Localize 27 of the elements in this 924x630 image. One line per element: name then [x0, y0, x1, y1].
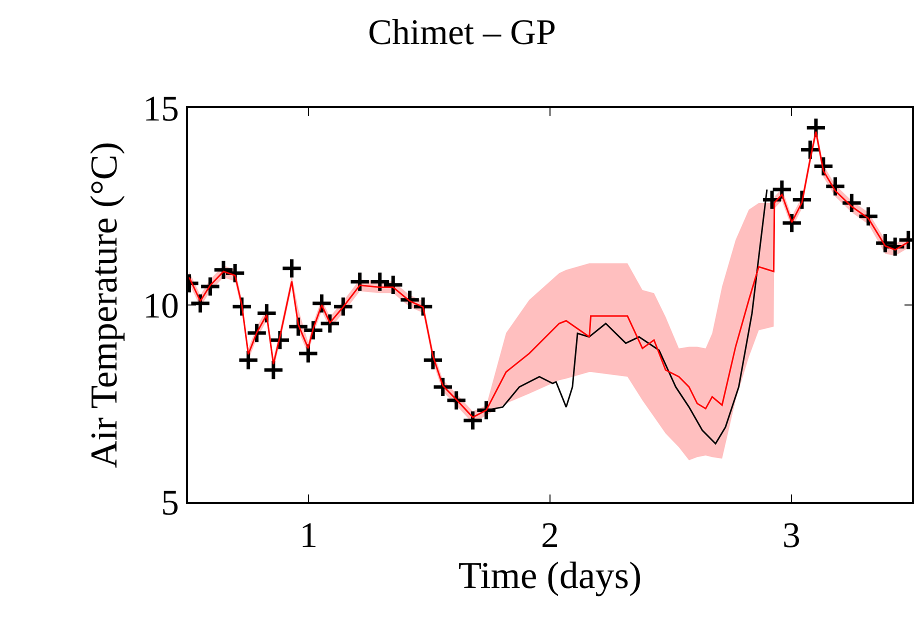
chart-title: Chimet – GP — [368, 12, 556, 52]
point — [348, 270, 371, 293]
point — [369, 270, 391, 293]
x-tick-label: 2 — [541, 514, 559, 555]
y-tick-label: 15 — [143, 88, 180, 129]
point — [771, 178, 793, 200]
y-tick-label: 10 — [143, 286, 180, 326]
point — [382, 274, 404, 296]
x-axis-title: Time (days) — [458, 554, 642, 597]
point — [462, 410, 484, 432]
point — [310, 292, 333, 314]
x-tick-label: 1 — [300, 514, 318, 555]
point — [212, 259, 234, 281]
point — [805, 116, 827, 139]
point — [280, 258, 303, 280]
point — [824, 176, 846, 198]
y-tick-label: 5 — [161, 482, 180, 523]
point — [857, 206, 880, 228]
point — [780, 212, 803, 234]
point — [319, 312, 341, 334]
point — [189, 292, 212, 314]
x-tick-label: 3 — [782, 514, 800, 555]
point — [446, 390, 468, 412]
point — [761, 188, 783, 211]
point — [840, 192, 863, 214]
y-axis-title: Air Temperature (°C) — [84, 142, 126, 468]
point — [262, 359, 284, 381]
